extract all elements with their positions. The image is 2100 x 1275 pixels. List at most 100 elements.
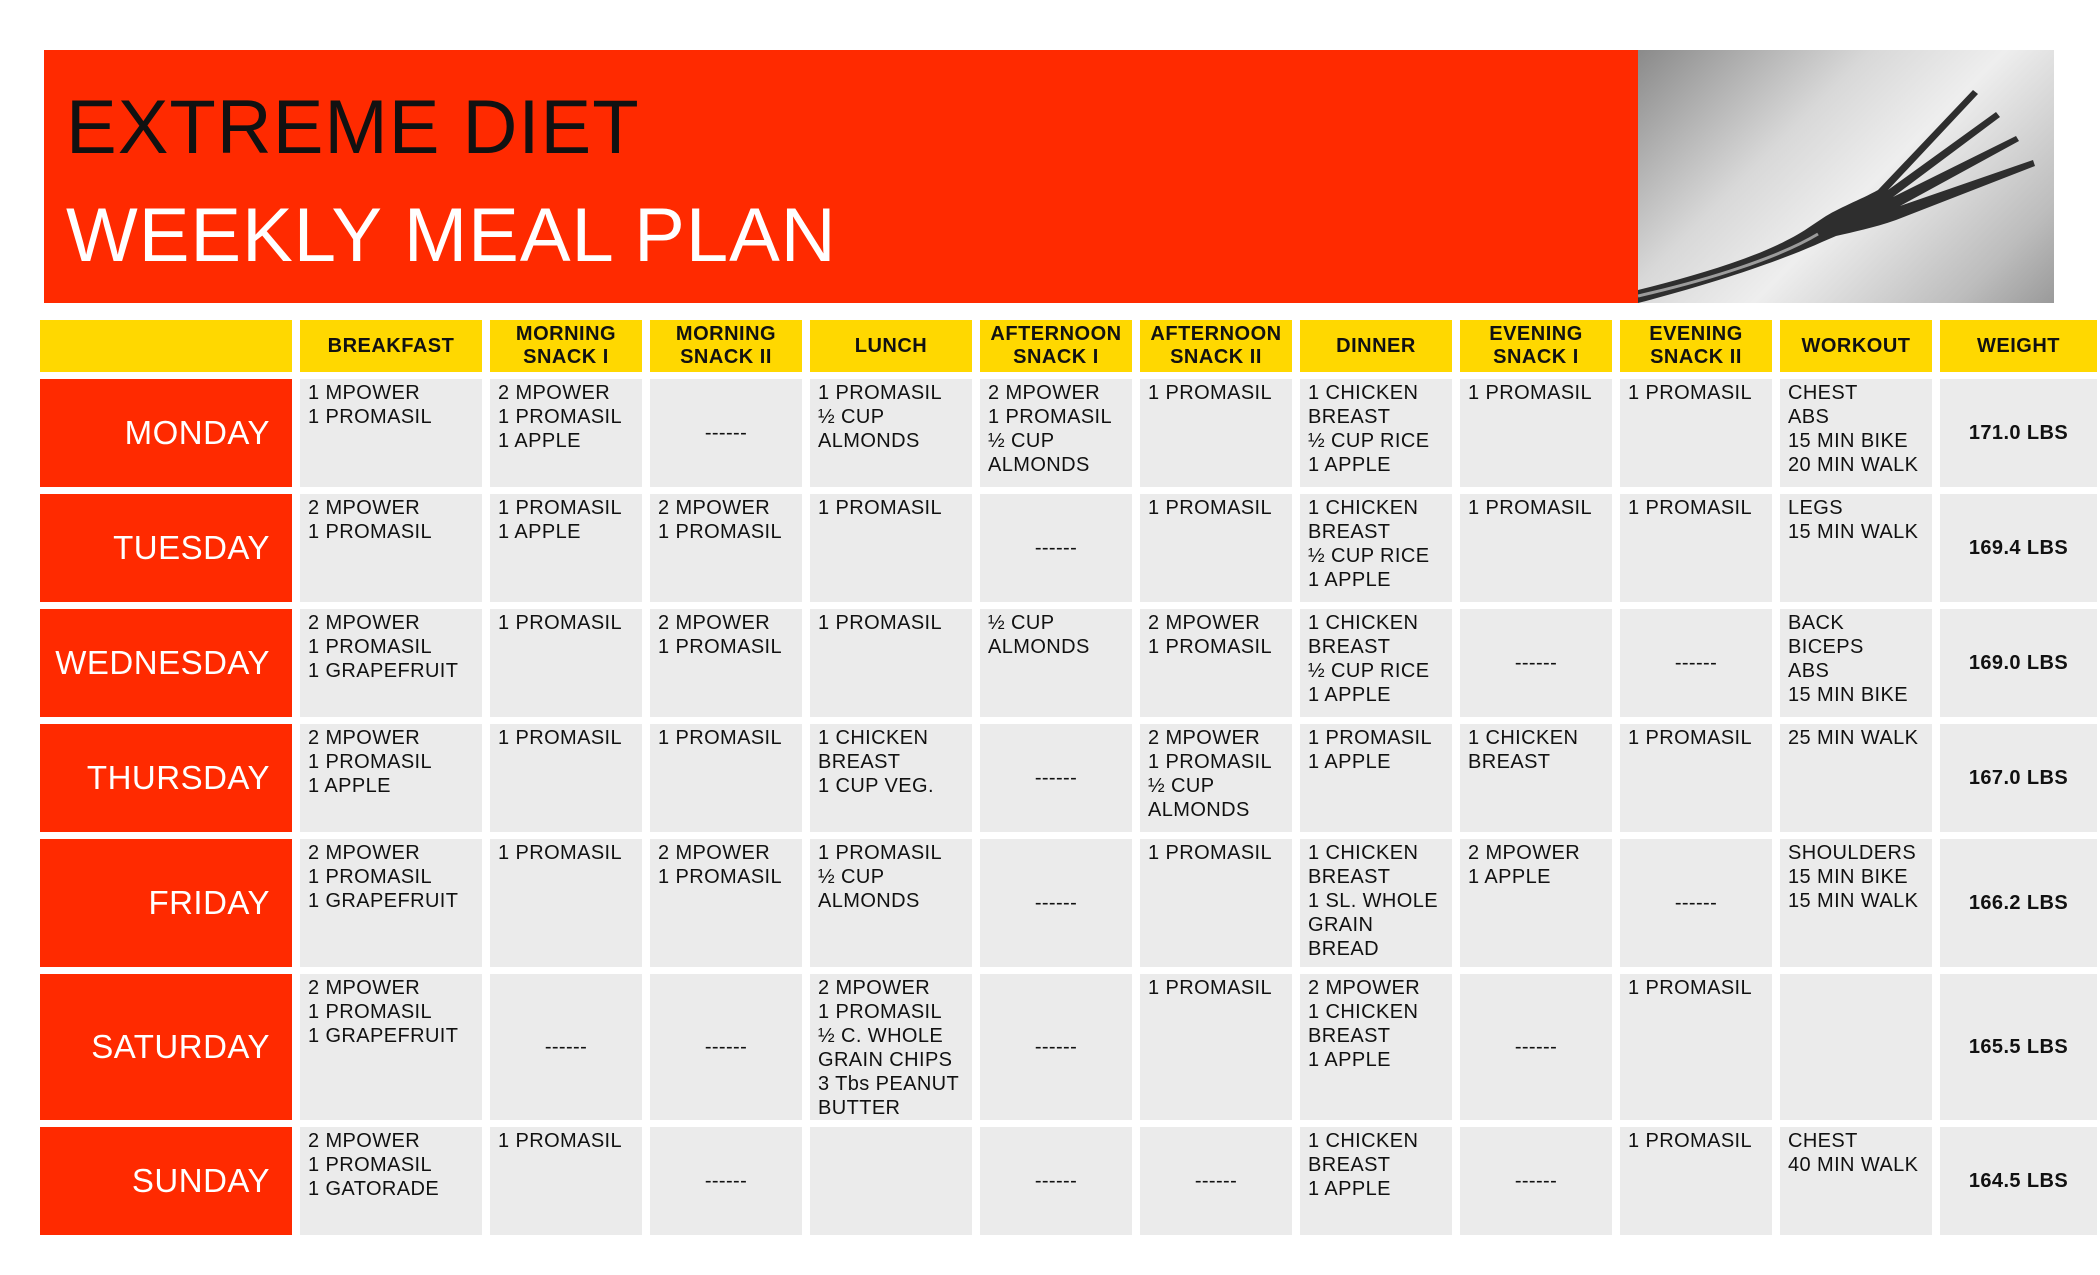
table-cell: ------ [650, 379, 802, 487]
day-label: MONDAY [40, 379, 292, 487]
table-cell: 1 PROMASIL [1620, 494, 1772, 602]
column-header: BREAKFAST [300, 320, 482, 372]
table-cell: 1 CHICKEN BREAST ½ CUP RICE 1 APPLE [1300, 609, 1452, 717]
column-header: MORNING SNACK II [650, 320, 802, 372]
table-cell: ------ [490, 974, 642, 1120]
table-cell: ½ CUP ALMONDS [980, 609, 1132, 717]
weight-cell: 169.4 LBS [1940, 494, 2097, 602]
table-cell: ------ [1460, 1127, 1612, 1235]
header-banner: EXTREME DIET WEEKLY MEAL PLAN [44, 50, 2054, 303]
table-cell: 1 CHICKEN BREAST 1 SL. WHOLE GRAIN BREAD [1300, 839, 1452, 967]
table-cell: ------ [1460, 609, 1612, 717]
table-cell: 1 CHICKEN BREAST [1460, 724, 1612, 832]
table-cell: 1 PROMASIL [1140, 379, 1292, 487]
table-cell: 2 MPOWER 1 PROMASIL [650, 609, 802, 717]
table-cell: 1 PROMASIL [1620, 379, 1772, 487]
table-cell: 2 MPOWER 1 PROMASIL [1140, 609, 1292, 717]
table-cell [810, 1127, 972, 1235]
header-corner [40, 320, 292, 372]
table-cell: 1 PROMASIL [490, 724, 642, 832]
table-cell: 1 PROMASIL [650, 724, 802, 832]
table-cell: ------ [650, 1127, 802, 1235]
table-cell: 1 CHICKEN BREAST ½ CUP RICE 1 APPLE [1300, 494, 1452, 602]
table-cell: 2 MPOWER 1 PROMASIL 1 GRAPEFRUIT [300, 839, 482, 967]
weight-cell: 164.5 LBS [1940, 1127, 2097, 1235]
day-label: SUNDAY [40, 1127, 292, 1235]
table-cell: ------ [1460, 974, 1612, 1120]
column-header: WEIGHT [1940, 320, 2097, 372]
fork-image [1638, 50, 2054, 303]
table-cell: 2 MPOWER 1 PROMASIL 1 GRAPEFRUIT [300, 609, 482, 717]
table-cell: 1 PROMASIL [1620, 724, 1772, 832]
table-cell: 1 PROMASIL [1620, 974, 1772, 1120]
day-label: FRIDAY [40, 839, 292, 967]
table-cell: ------ [1140, 1127, 1292, 1235]
table-cell: 2 MPOWER 1 PROMASIL 1 APPLE [490, 379, 642, 487]
page-title: EXTREME DIET [66, 85, 640, 170]
table-cell: 1 PROMASIL [490, 609, 642, 717]
table-cell: 1 PROMASIL [810, 609, 972, 717]
table-cell: 2 MPOWER 1 PROMASIL [300, 494, 482, 602]
day-label: THURSDAY [40, 724, 292, 832]
table-cell [1780, 974, 1932, 1120]
page-subtitle: WEEKLY MEAL PLAN [66, 193, 837, 278]
table-cell: 2 MPOWER 1 PROMASIL 1 GRAPEFRUIT [300, 974, 482, 1120]
column-header: WORKOUT [1780, 320, 1932, 372]
table-cell: ------ [980, 974, 1132, 1120]
table-cell: 1 PROMASIL [1140, 974, 1292, 1120]
table-cell: 2 MPOWER 1 PROMASIL ½ C. WHOLE GRAIN CHI… [810, 974, 972, 1120]
column-header: AFTERNOON SNACK II [1140, 320, 1292, 372]
table-cell: ------ [980, 494, 1132, 602]
table-cell: ------ [980, 724, 1132, 832]
column-header: EVENING SNACK II [1620, 320, 1772, 372]
meal-plan-table: BREAKFAST MORNING SNACK I MORNING SNACK II… [40, 320, 2097, 1235]
table-cell: 1 PROMASIL 1 APPLE [490, 494, 642, 602]
weight-cell: 167.0 LBS [1940, 724, 2097, 832]
table-cell: 25 MIN WALK [1780, 724, 1932, 832]
table-cell: 2 MPOWER 1 PROMASIL 1 APPLE [300, 724, 482, 832]
table-cell: 1 PROMASIL ½ CUP ALMONDS [810, 379, 972, 487]
table-cell: 1 PROMASIL ½ CUP ALMONDS [810, 839, 972, 967]
table-cell: 1 PROMASIL [490, 839, 642, 967]
weight-cell: 171.0 LBS [1940, 379, 2097, 487]
table-cell: SHOULDERS 15 MIN BIKE 15 MIN WALK [1780, 839, 1932, 967]
column-header: MORNING SNACK I [490, 320, 642, 372]
table-cell: 1 PROMASIL [1460, 494, 1612, 602]
table-cell: ------ [1620, 839, 1772, 967]
column-header: AFTERNOON SNACK I [980, 320, 1132, 372]
table-cell: LEGS 15 MIN WALK [1780, 494, 1932, 602]
table-cell: 1 PROMASIL [810, 494, 972, 602]
day-label: TUESDAY [40, 494, 292, 602]
table-cell: 1 PROMASIL [1620, 1127, 1772, 1235]
table-cell: 1 CHICKEN BREAST 1 CUP VEG. [810, 724, 972, 832]
table-cell: ------ [1620, 609, 1772, 717]
weight-cell: 169.0 LBS [1940, 609, 2097, 717]
table-cell: BACK BICEPS ABS 15 MIN BIKE [1780, 609, 1932, 717]
table-cell: 1 PROMASIL 1 APPLE [1300, 724, 1452, 832]
weight-cell: 165.5 LBS [1940, 974, 2097, 1120]
column-header: LUNCH [810, 320, 972, 372]
table-cell: ------ [980, 839, 1132, 967]
table-cell: 1 CHICKEN BREAST 1 APPLE [1300, 1127, 1452, 1235]
day-label: SATURDAY [40, 974, 292, 1120]
table-cell: 2 MPOWER 1 APPLE [1460, 839, 1612, 967]
table-cell: 2 MPOWER 1 CHICKEN BREAST 1 APPLE [1300, 974, 1452, 1120]
fork-icon [1638, 90, 2035, 303]
table-cell: 2 MPOWER 1 PROMASIL 1 GATORADE [300, 1127, 482, 1235]
table-cell: 2 MPOWER 1 PROMASIL ½ CUP ALMONDS [980, 379, 1132, 487]
table-cell: 1 PROMASIL [490, 1127, 642, 1235]
table-cell: 1 PROMASIL [1140, 494, 1292, 602]
table-cell: 1 CHICKEN BREAST ½ CUP RICE 1 APPLE [1300, 379, 1452, 487]
day-label: WEDNESDAY [40, 609, 292, 717]
column-header: DINNER [1300, 320, 1452, 372]
table-cell: 2 MPOWER 1 PROMASIL [650, 839, 802, 967]
table-cell: CHEST ABS 15 MIN BIKE 20 MIN WALK [1780, 379, 1932, 487]
table-cell: 1 PROMASIL [1140, 839, 1292, 967]
table-cell: ------ [980, 1127, 1132, 1235]
table-cell: 1 PROMASIL [1460, 379, 1612, 487]
column-header: EVENING SNACK I [1460, 320, 1612, 372]
table-cell: 1 MPOWER 1 PROMASIL [300, 379, 482, 487]
table-cell: 2 MPOWER 1 PROMASIL ½ CUP ALMONDS [1140, 724, 1292, 832]
table-cell: CHEST 40 MIN WALK [1780, 1127, 1932, 1235]
table-cell: 2 MPOWER 1 PROMASIL [650, 494, 802, 602]
